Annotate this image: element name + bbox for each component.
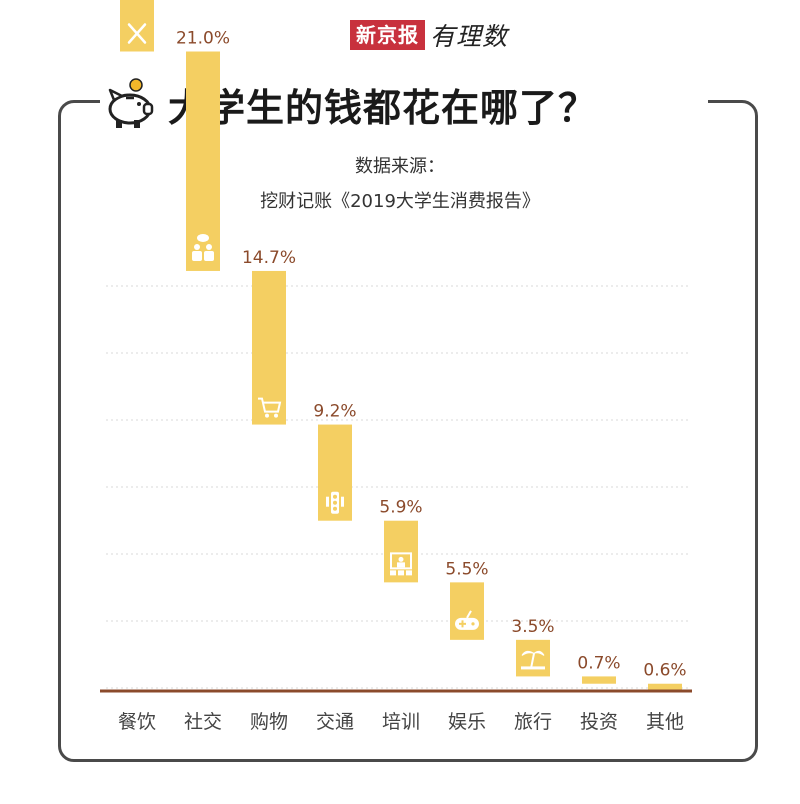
fork-knife-icon [127, 23, 147, 44]
training-screen-icon [390, 552, 412, 576]
value-label: 9.2% [313, 402, 356, 422]
bar-购物 [252, 270, 286, 425]
value-label: 3.5% [511, 617, 554, 637]
category-label: 娱乐 [448, 711, 486, 733]
value-labels: 38.9%21.0%14.7%9.2%5.9%5.5%3.5%0.7%0.6% [176, 29, 687, 681]
brand-logo: 新京报 有理数 [350, 18, 508, 52]
value-label: 14.7% [242, 248, 296, 268]
brand-column: 有理数 [430, 22, 509, 51]
source-text: 挖财记账《2019大学生消费报告》 [260, 191, 540, 212]
bar-icons [127, 23, 545, 670]
value-label: 5.9% [379, 498, 422, 518]
category-label: 购物 [250, 711, 288, 733]
gamepad-icon [455, 610, 479, 630]
category-label: 其他 [646, 711, 684, 733]
bar-娱乐 [450, 582, 484, 640]
gridlines [106, 285, 690, 689]
source-label: 数据来源： [355, 156, 445, 177]
value-label: 0.6% [643, 661, 686, 681]
chart-title: 大学生的钱都花在哪了？ [168, 85, 598, 130]
bar-其他 [648, 683, 682, 690]
category-labels: 餐饮 社交 购物 交通 培训 娱乐 旅行 投资 其他 [118, 711, 684, 733]
category-label: 投资 [580, 711, 618, 733]
category-label: 旅行 [514, 711, 552, 733]
people-chat-icon [192, 233, 214, 261]
piggy-bank-icon [108, 78, 154, 128]
traffic-light-icon [326, 491, 344, 514]
value-label: 21.0% [176, 29, 230, 49]
palm-tree-icon [521, 650, 545, 670]
value-label: 0.7% [577, 653, 620, 673]
category-label: 餐饮 [118, 711, 156, 733]
brand-name: 新京报 [350, 20, 425, 50]
value-label: 5.5% [445, 559, 488, 579]
bar-餐饮 [120, 0, 154, 52]
category-label: 交通 [316, 711, 354, 733]
bars [120, 0, 682, 690]
category-label: 社交 [184, 711, 222, 733]
category-label: 培训 [382, 711, 420, 733]
bar-投资 [582, 676, 616, 684]
shopping-cart-icon [258, 397, 282, 418]
